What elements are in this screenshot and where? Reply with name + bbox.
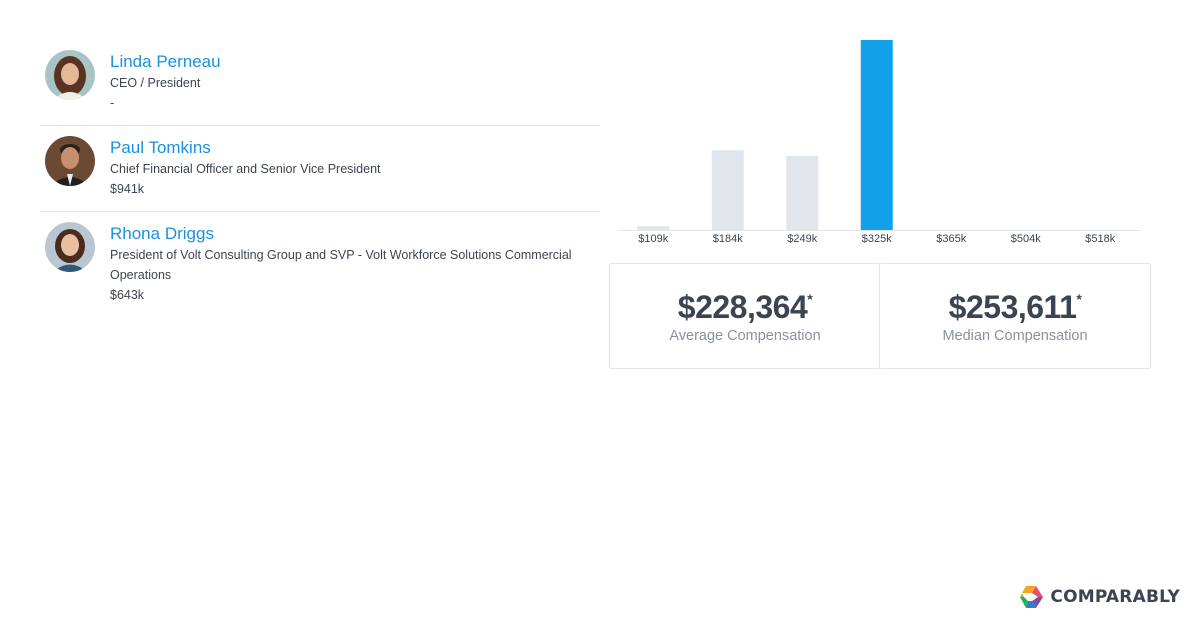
median-compensation-card: $253,611* Median Compensation [879,263,1151,369]
executive-name[interactable]: Linda Perneau [110,52,221,71]
executive-pay: - [110,96,115,110]
histogram-tick-label: $109k [638,233,668,245]
executive-list: Linda Perneau CEO / President - Paul Tom… [40,40,600,317]
median-compensation-value: $253,611* [948,289,1082,325]
comparably-wordmark: COMPARABLY [1050,587,1180,607]
histogram-svg: $109k $184k $249k $325k $365k $504k $518k [618,40,1140,245]
average-compensation-value: $228,364* [677,289,813,325]
histogram-tick-label: $184k [713,233,743,245]
comparably-logo-icon [1020,586,1044,608]
histogram-bar[interactable] [711,150,744,230]
compensation-histogram: $109k $184k $249k $325k $365k $504k $518k [618,38,1140,253]
histogram-tick-label: $518k [1085,233,1115,245]
avatar[interactable] [45,136,95,186]
avatar[interactable] [45,222,95,272]
executive-name[interactable]: Rhona Driggs [110,224,214,243]
average-footnote-marker: * [807,291,813,307]
executive-row: Rhona Driggs President of Volt Consultin… [40,212,600,317]
histogram-tick-label: $365k [936,233,966,245]
median-footnote-marker: * [1076,291,1082,307]
histogram-bar[interactable] [860,40,893,230]
executive-title: President of Volt Consulting Group and S… [110,248,572,282]
average-compensation-label: Average Compensation [669,328,821,344]
avatar[interactable] [45,50,95,100]
executive-name[interactable]: Paul Tomkins [110,138,211,157]
histogram-tick-label: $325k [862,233,892,245]
comparably-logo[interactable]: COMPARABLY [1019,584,1180,610]
executive-row: Paul Tomkins Chief Financial Officer and… [40,126,600,212]
histogram-bar[interactable] [786,155,819,230]
executive-title: CEO / President [110,76,201,90]
executive-pay: $643k [110,288,145,302]
executive-title: Chief Financial Officer and Senior Vice … [110,162,381,176]
histogram-tick-label: $249k [787,233,817,245]
median-compensation-label: Median Compensation [942,328,1088,344]
average-compensation-card: $228,364* Average Compensation [609,263,881,369]
executive-row: Linda Perneau CEO / President - [40,40,600,126]
histogram-tick-label: $504k [1011,233,1041,245]
executive-pay: $941k [110,182,145,196]
histogram-bar[interactable] [637,226,670,230]
